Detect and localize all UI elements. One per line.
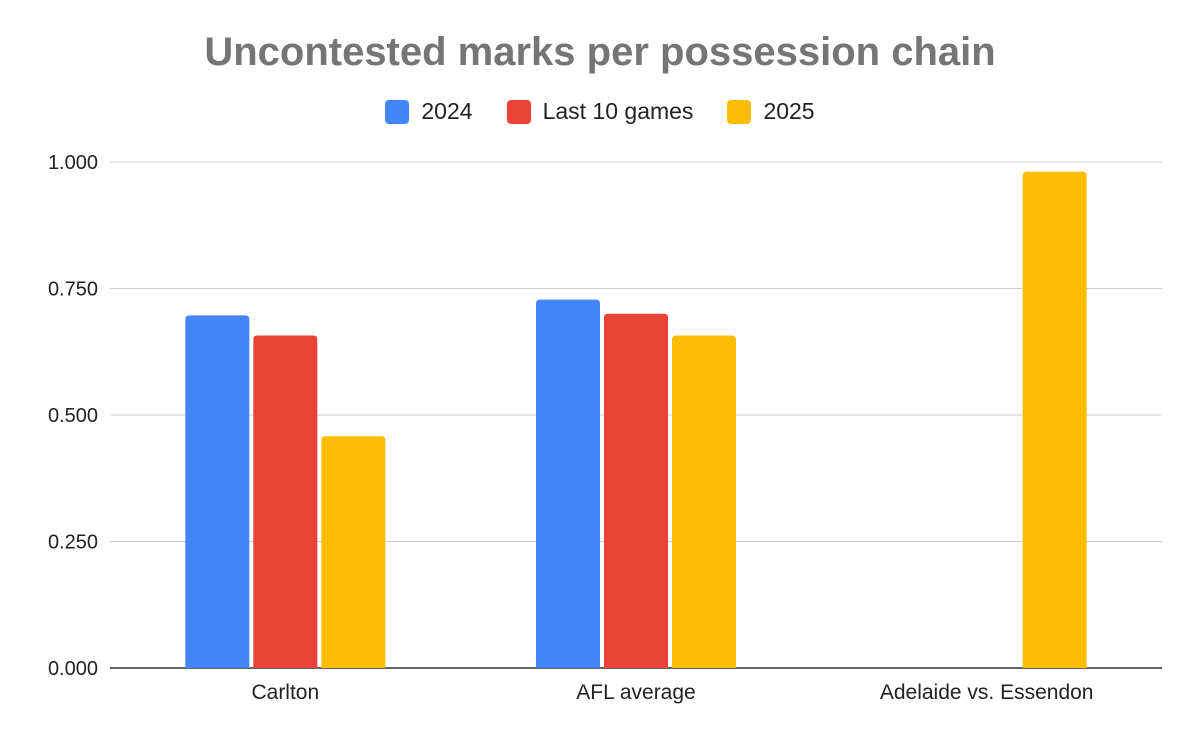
legend-label: 2025 [763, 98, 815, 124]
legend-swatch [506, 99, 531, 124]
y-tick-label: 0.000 [48, 658, 98, 680]
bar [1022, 171, 1087, 668]
y-tick-label: 1.000 [48, 152, 98, 174]
legend-label: 2024 [421, 98, 473, 124]
bar [672, 335, 736, 668]
x-category-label: Adelaide vs. Essendon [880, 681, 1094, 704]
legend-item: 2024 [385, 98, 473, 125]
legend: 2024 Last 10 games 2025 [0, 98, 1200, 125]
y-tick-label: 0.750 [48, 279, 98, 301]
legend-swatch [727, 99, 752, 124]
y-tick-label: 0.500 [48, 405, 98, 427]
legend-swatch [385, 99, 410, 124]
bar [604, 313, 668, 668]
legend-item: Last 10 games [506, 98, 694, 125]
bar [253, 335, 318, 668]
x-category-label: AFL average [576, 681, 695, 704]
legend-label: Last 10 games [542, 98, 694, 124]
x-category-label: Carlton [251, 681, 319, 704]
bar [536, 299, 600, 668]
bar [321, 436, 386, 668]
y-tick-label: 0.250 [48, 532, 98, 554]
chart-title: Uncontested marks per possession chain [204, 30, 996, 74]
bar [185, 315, 250, 668]
legend-item: 2025 [727, 98, 815, 125]
